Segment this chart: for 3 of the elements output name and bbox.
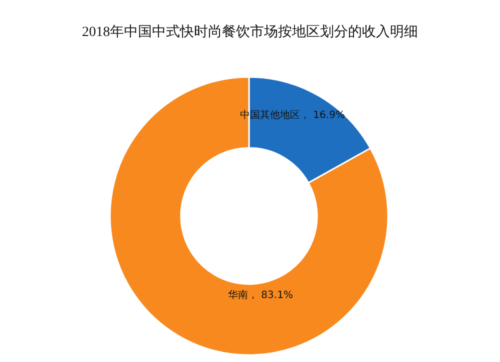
donut-slice	[109, 76, 389, 356]
chart-title: 2018年中国中式快时尚餐饮市场按地区划分的收入明细	[82, 24, 418, 40]
slice-label: 华南， 83.1%	[228, 289, 293, 301]
